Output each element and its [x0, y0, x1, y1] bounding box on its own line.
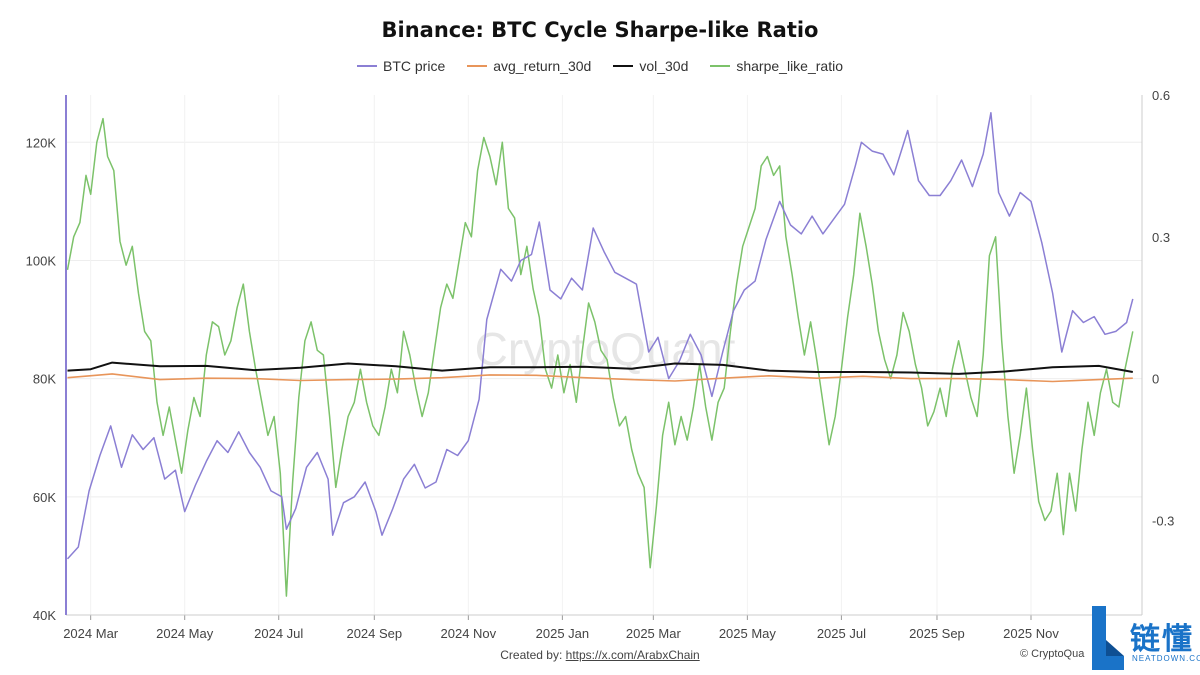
y-left-tick-label: 40K	[33, 608, 56, 623]
legend-item[interactable]: avg_return_30d	[467, 58, 591, 74]
legend-label: avg_return_30d	[493, 58, 592, 74]
legend-label: BTC price	[383, 58, 446, 74]
brand-english-text: NEATDOWN.COM	[1132, 654, 1200, 663]
y-left-tick-label: 100K	[26, 253, 57, 268]
legend: BTC price avg_return_30d vol_30d sharpe_lik…	[0, 58, 1200, 74]
created-by-label: Created by:	[500, 648, 563, 662]
legend-label: vol_30d	[639, 58, 689, 74]
chart-title: Binance: BTC Cycle Sharpe-like Ratio	[381, 18, 819, 42]
axis-layer: 40K 60K 80K 100K 120K 2024 Mar 2024 May 2024 Ju…	[26, 88, 1175, 641]
x-tick-label: 2025 May	[719, 626, 777, 641]
legend-swatch	[357, 65, 377, 67]
series-line-vol-30d	[67, 361, 1133, 375]
y-left-tick-label: 60K	[33, 490, 56, 505]
copyright-text: © CryptoQua	[1020, 648, 1085, 660]
y-right-tick-label: -0.3	[1152, 513, 1174, 528]
series-line-avg-return-30d	[67, 373, 1133, 383]
y-left-tick-label: 80K	[33, 372, 56, 387]
legend-item[interactable]: vol_30d	[613, 58, 688, 74]
x-tick-label: 2025 Jul	[817, 626, 866, 641]
series-layer	[66, 111, 1134, 597]
series-line-sharpe-like-ratio	[66, 117, 1134, 597]
brand-logo: 链懂 NEATDOWN.COM	[1090, 604, 1200, 674]
legend-label: sharpe_like_ratio	[736, 58, 843, 74]
x-tick-label: 2025 Nov	[1003, 626, 1059, 641]
y-right-tick-label: 0.3	[1152, 230, 1170, 245]
brand-chinese-text: 链懂	[1130, 622, 1194, 657]
x-tick-label: 2024 Nov	[441, 626, 497, 641]
x-tick-label: 2024 Mar	[63, 626, 119, 641]
x-tick-label: 2025 Mar	[626, 626, 682, 641]
series-line-btc-price	[66, 111, 1134, 560]
y-right-tick-label: 0	[1152, 372, 1159, 387]
created-by-link[interactable]: https://x.com/ArabxChain	[565, 648, 700, 662]
legend-item[interactable]: sharpe_like_ratio	[710, 58, 843, 74]
legend-swatch	[613, 65, 634, 67]
brand-letter-icon	[1092, 606, 1124, 670]
x-tick-label: 2024 May	[156, 626, 214, 641]
legend-swatch	[467, 65, 488, 67]
y-left-tick-label: 120K	[26, 135, 57, 150]
x-tick-label: 2025 Jan	[536, 626, 590, 641]
y-right-tick-label: 0.6	[1152, 88, 1170, 103]
legend-item[interactable]: BTC price	[357, 58, 445, 74]
x-tick-label: 2024 Jul	[254, 626, 303, 641]
legend-swatch	[710, 65, 731, 67]
footer: Created by: https://x.com/ArabxChain	[0, 648, 1200, 662]
x-tick-label: 2024 Sep	[346, 626, 402, 641]
x-tick-label: 2025 Sep	[909, 626, 965, 641]
